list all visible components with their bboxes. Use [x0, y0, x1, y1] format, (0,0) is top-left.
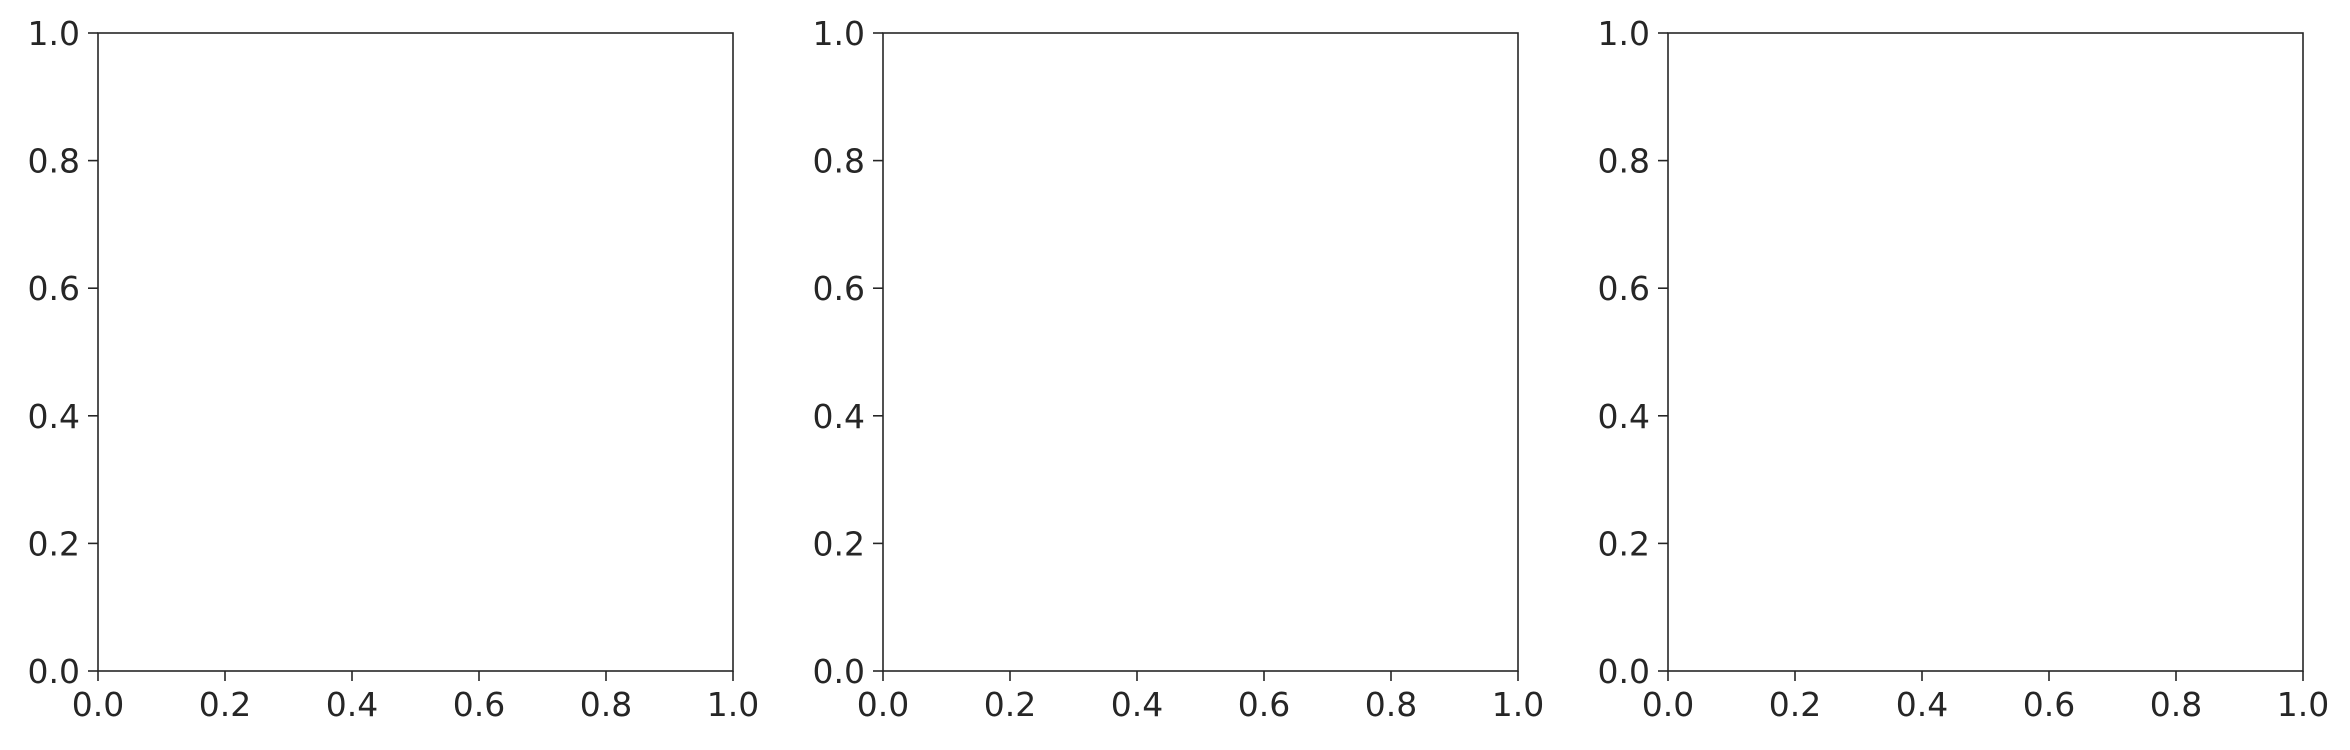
y-tick-label: 0.6 — [813, 269, 865, 308]
subplot-2: 0.0 0.2 0.4 0.6 0.8 1.0 0.0 0.2 0.4 0.6 0.8 1.0 — [813, 14, 1545, 724]
x-tick-label: 0.2 — [199, 685, 251, 724]
x-tick-label: 0.8 — [2150, 685, 2202, 724]
y-tick-label: 0.0 — [28, 652, 80, 691]
subplot-1: 0.0 0.2 0.4 0.6 0.8 1.0 0.0 0.2 0.4 0.6 0.8 1.0 — [28, 14, 760, 724]
x-tick-label: 0.0 — [72, 685, 124, 724]
x-tick-label: 1.0 — [2277, 685, 2329, 724]
y-tick-label: 1.0 — [813, 14, 865, 53]
y-tick-label: 0.4 — [813, 397, 865, 436]
y-tick-label: 0.6 — [1598, 269, 1650, 308]
x-tick-label: 1.0 — [707, 685, 759, 724]
y-tick-label: 0.4 — [1598, 397, 1650, 436]
y-tick-label: 0.2 — [813, 524, 865, 563]
x-tick-label: 0.8 — [580, 685, 632, 724]
x-tick-label: 0.4 — [1111, 685, 1163, 724]
x-tick-label: 0.4 — [1896, 685, 1948, 724]
x-tick-label: 0.2 — [984, 685, 1036, 724]
y-tick-label: 0.2 — [1598, 524, 1650, 563]
x-tick-label: 0.4 — [326, 685, 378, 724]
x-tick-label: 0.6 — [2023, 685, 2075, 724]
y-tick-label: 0.8 — [1598, 142, 1650, 181]
y-tick-label: 0.0 — [813, 652, 865, 691]
x-tick-label: 0.0 — [857, 685, 909, 724]
y-tick-label: 1.0 — [1598, 14, 1650, 53]
axes-frame — [97, 32, 734, 672]
x-tick-label: 0.2 — [1769, 685, 1821, 724]
y-tick-label: 1.0 — [28, 14, 80, 53]
y-tick-label: 0.8 — [28, 142, 80, 181]
axes-frame — [882, 32, 1519, 672]
y-tick-label: 0.0 — [1598, 652, 1650, 691]
x-tick-label: 0.0 — [1642, 685, 1694, 724]
x-tick-label: 1.0 — [1492, 685, 1544, 724]
y-tick-label: 0.4 — [28, 397, 80, 436]
y-tick-label: 0.8 — [813, 142, 865, 181]
x-tick-label: 0.6 — [453, 685, 505, 724]
y-tick-label: 0.2 — [28, 524, 80, 563]
x-tick-label: 0.6 — [1238, 685, 1290, 724]
y-tick-label: 0.6 — [28, 269, 80, 308]
x-tick-label: 0.8 — [1365, 685, 1417, 724]
subplot-3: 0.0 0.2 0.4 0.6 0.8 1.0 0.0 0.2 0.4 0.6 0.8 1.0 — [1598, 14, 2330, 724]
axes-frame — [1667, 32, 2304, 672]
